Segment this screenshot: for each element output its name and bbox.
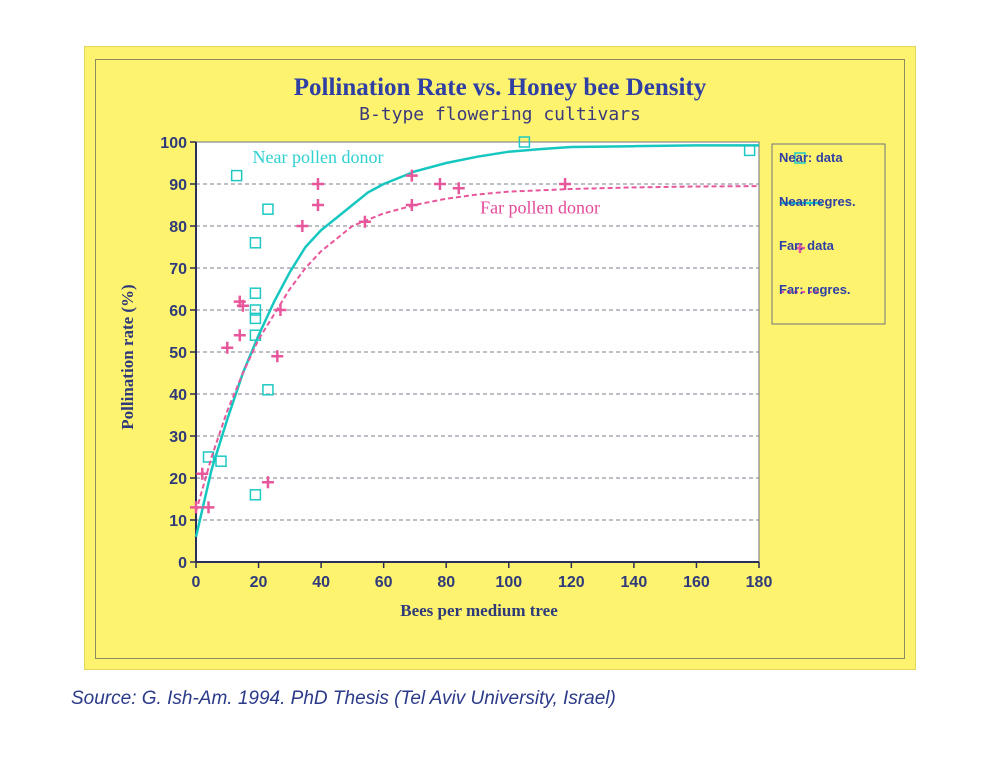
legend-label: Near: data — [779, 150, 843, 165]
x-tick-label: 160 — [683, 574, 710, 591]
data-point-square — [249, 287, 262, 299]
x-tick-label: 120 — [558, 574, 585, 591]
data-point-square — [249, 312, 262, 325]
y-tick-label: 70 — [169, 261, 187, 278]
chart-annotation: Far pollen donor — [480, 197, 600, 217]
data-point-plus — [405, 169, 418, 182]
legend-item: Near:regres. — [779, 194, 856, 209]
data-point-square — [262, 203, 274, 215]
x-tick-label: 180 — [746, 574, 773, 591]
chart-annotation: Near pollen donor — [252, 147, 383, 167]
series-near-regres — [194, 144, 759, 538]
data-point-plus — [559, 178, 572, 190]
chart-subtitle: B-type flowering cultivars — [359, 104, 641, 125]
x-tick-label: 0 — [192, 574, 201, 591]
data-point-square — [215, 455, 227, 467]
legend: Near: data Near:regres. Far: data Far: regr… — [771, 143, 886, 325]
y-tick-label: 10 — [169, 513, 187, 530]
data-point-plus — [221, 341, 234, 354]
x-axis-label: Bees per medium tree — [400, 601, 558, 620]
y-tick-label: 40 — [169, 387, 187, 404]
regression-line-dashed — [195, 185, 760, 512]
y-tick-label: 0 — [178, 555, 187, 572]
x-tick-label: 140 — [621, 574, 648, 591]
data-point-square — [230, 169, 243, 182]
data-point-square — [518, 136, 531, 148]
gridlines — [195, 141, 760, 563]
data-point-plus — [311, 199, 324, 211]
x-tick-label: 20 — [250, 574, 268, 591]
axes: 0 10 20 30 40 50 60 70 80 90 100 0 20 40 60 80 100 120 140… — [160, 135, 772, 591]
data-point-plus — [271, 350, 284, 363]
legend-marker-plus — [795, 243, 805, 253]
annotations: Near pollen donor Far pollen donor — [252, 147, 600, 217]
legend-item: Near: data — [779, 150, 843, 165]
regression-line — [194, 144, 759, 538]
legend-label: Far: data — [779, 238, 835, 253]
y-tick-label: 100 — [160, 135, 187, 152]
data-point-plus — [236, 299, 249, 312]
data-point-square — [202, 451, 215, 463]
chart-title: Pollination Rate vs. Honey bee Density — [294, 74, 707, 101]
legend-box — [771, 143, 886, 325]
legend-item: Far: data — [779, 238, 835, 253]
source-citation: Source: G. Ish-Am. 1994. PhD Thesis (Tel… — [71, 688, 616, 709]
y-tick-label: 50 — [169, 345, 187, 362]
data-point-square — [249, 237, 262, 249]
legend-label: Near:regres. — [779, 194, 856, 209]
data-point-plus — [296, 220, 309, 232]
legend-item: Far: regres. — [779, 282, 851, 297]
series-far-regres — [195, 185, 760, 512]
legend-label: Far: regres. — [779, 282, 851, 297]
x-tick-label: 40 — [312, 574, 330, 591]
y-tick-label: 20 — [169, 471, 187, 488]
y-tick-label: 60 — [169, 303, 187, 320]
y-tick-label: 30 — [169, 429, 187, 446]
series-near-data — [202, 136, 756, 501]
y-axis-label: Pollination rate (%) — [118, 284, 137, 429]
legend-marker-square — [794, 152, 806, 164]
x-tick-label: 80 — [437, 574, 455, 591]
chart-frame — [95, 59, 905, 659]
data-point-plus — [202, 501, 215, 514]
data-point-plus — [196, 467, 209, 480]
data-point-square — [249, 304, 262, 316]
data-point-plus — [452, 182, 465, 195]
data-point-plus — [261, 476, 274, 489]
y-tick-label: 90 — [169, 177, 187, 194]
x-tick-label: 60 — [375, 574, 393, 591]
y-tick-label: 80 — [169, 219, 187, 236]
data-point-plus — [311, 178, 324, 190]
data-point-square — [262, 384, 274, 396]
x-tick-label: 100 — [495, 574, 522, 591]
data-point-plus — [433, 178, 446, 190]
series-layer — [190, 136, 760, 538]
data-point-square — [249, 489, 262, 501]
data-point-plus — [233, 329, 246, 342]
